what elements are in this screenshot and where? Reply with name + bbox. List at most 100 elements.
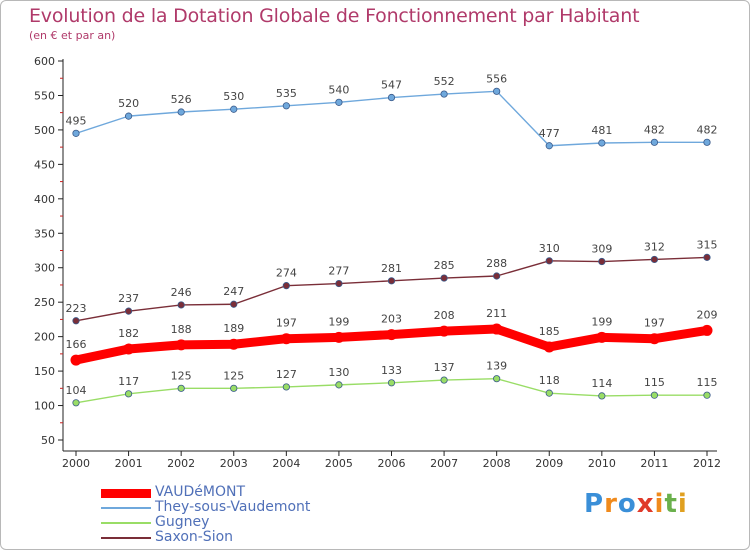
data-point-saxon-sion	[598, 257, 606, 266]
logo-letter: i	[654, 489, 665, 519]
data-point-gugney	[177, 384, 185, 392]
data-point-they-sous-vaudemont	[72, 129, 80, 137]
x-tick-label: 2011	[640, 457, 668, 470]
legend-item-vaudemont[interactable]: VAUDéMONT	[101, 484, 401, 501]
data-point-saxon-sion	[124, 307, 133, 315]
data-point-saxon-sion	[335, 279, 343, 288]
data-label-they-sous-vaudemont: 552	[434, 75, 455, 88]
data-label-vaud-mont: 185	[539, 325, 560, 338]
data-point-vaud-mont	[386, 329, 397, 341]
data-point-they-sous-vaudemont	[387, 93, 396, 102]
data-point-saxon-sion	[230, 300, 238, 308]
data-label-they-sous-vaudemont: 482	[644, 123, 665, 136]
data-label-they-sous-vaudemont: 477	[539, 127, 560, 140]
y-tick-label: 300	[34, 262, 55, 275]
y-tick-label: 50	[41, 434, 55, 447]
data-point-vaud-mont	[333, 331, 345, 343]
data-label-saxon-sion: 237	[118, 292, 139, 305]
data-point-they-sous-vaudemont	[545, 142, 553, 150]
data-point-vaud-mont	[280, 333, 292, 345]
data-point-gugney	[493, 375, 501, 383]
data-label-vaud-mont: 166	[66, 338, 87, 351]
data-label-vaud-mont: 188	[171, 323, 192, 336]
data-label-vaud-mont: 197	[276, 317, 297, 330]
data-point-saxon-sion	[387, 277, 396, 285]
data-point-saxon-sion	[72, 317, 80, 325]
data-label-saxon-sion: 285	[434, 259, 455, 272]
data-label-gugney: 125	[223, 369, 244, 382]
x-tick-label: 2010	[588, 457, 616, 470]
logo-letter: x	[636, 489, 655, 519]
data-label-they-sous-vaudemont: 530	[223, 90, 244, 103]
data-label-vaud-mont: 189	[223, 322, 244, 335]
x-tick-label: 2005	[325, 457, 353, 470]
x-tick-label: 2006	[378, 457, 406, 470]
data-label-they-sous-vaudemont: 495	[66, 114, 87, 127]
legend-swatch-vaudemont	[101, 489, 151, 498]
legend-item-they-sous-vaudemont[interactable]: They-sous-Vaudemont	[101, 499, 401, 516]
data-point-gugney	[335, 381, 343, 389]
y-tick-label: 550	[34, 89, 55, 102]
data-point-saxon-sion	[282, 282, 290, 290]
data-point-they-sous-vaudemont	[124, 112, 133, 120]
data-point-saxon-sion	[177, 301, 185, 309]
data-label-gugney: 130	[328, 366, 349, 379]
data-label-they-sous-vaudemont: 540	[328, 83, 349, 96]
data-label-gugney: 117	[118, 375, 139, 388]
data-label-gugney: 115	[644, 376, 665, 389]
legend-swatch-they-sous-vaudemont	[101, 507, 151, 509]
y-tick-label: 500	[34, 124, 55, 137]
data-point-they-sous-vaudemont	[335, 98, 343, 106]
data-label-they-sous-vaudemont: 535	[276, 87, 297, 100]
data-label-vaud-mont: 208	[434, 309, 455, 322]
legend-swatch-saxon-sion	[101, 537, 151, 539]
y-tick-label: 250	[34, 296, 55, 309]
data-point-they-sous-vaudemont	[493, 87, 501, 95]
data-point-gugney	[72, 399, 80, 407]
legend-label-vaudemont: VAUDéMONT	[155, 484, 246, 500]
x-tick-label: 2007	[430, 457, 458, 470]
data-point-vaud-mont	[648, 333, 660, 345]
y-tick-label: 600	[34, 55, 55, 68]
legend-swatch-gugney	[101, 522, 151, 524]
data-point-vaud-mont	[596, 331, 608, 343]
data-point-they-sous-vaudemont	[440, 90, 448, 98]
data-label-saxon-sion: 315	[697, 238, 718, 251]
data-point-saxon-sion	[650, 255, 659, 264]
legend-item-saxon-sion[interactable]: Saxon-Sion	[101, 529, 401, 546]
logo-letter: r	[604, 489, 618, 519]
data-point-vaud-mont	[701, 324, 713, 336]
data-label-vaud-mont: 197	[644, 317, 665, 330]
data-label-saxon-sion: 312	[644, 240, 665, 253]
data-label-they-sous-vaudemont: 556	[486, 72, 507, 85]
data-label-gugney: 127	[276, 368, 297, 381]
data-point-they-sous-vaudemont	[177, 108, 185, 116]
legend-item-gugney[interactable]: Gugney	[101, 514, 401, 531]
data-label-gugney: 139	[486, 360, 507, 373]
data-label-saxon-sion: 281	[381, 262, 402, 275]
y-tick-label: 450	[34, 158, 55, 171]
x-tick-label: 2004	[272, 457, 300, 470]
data-point-gugney	[598, 392, 606, 400]
data-label-saxon-sion: 310	[539, 242, 560, 255]
data-label-gugney: 125	[171, 369, 192, 382]
data-point-vaud-mont	[70, 354, 82, 366]
data-point-gugney	[440, 376, 448, 384]
data-label-vaud-mont: 203	[381, 313, 402, 326]
data-point-saxon-sion	[703, 253, 711, 261]
x-tick-label: 2012	[693, 457, 721, 470]
data-point-saxon-sion	[545, 257, 553, 265]
chart-subtitle: (en € et par an)	[29, 29, 116, 42]
data-point-gugney	[545, 389, 553, 397]
chart-title: Evolution de la Dotation Globale de Fonc…	[29, 5, 640, 27]
data-label-vaud-mont: 211	[486, 307, 507, 320]
logo-letter: o	[617, 489, 637, 519]
data-point-vaud-mont	[175, 339, 187, 351]
data-point-gugney	[703, 391, 711, 399]
data-point-they-sous-vaudemont	[703, 138, 711, 146]
data-label-they-sous-vaudemont: 482	[697, 123, 718, 136]
data-point-they-sous-vaudemont	[282, 102, 290, 110]
data-point-vaud-mont	[123, 343, 135, 355]
